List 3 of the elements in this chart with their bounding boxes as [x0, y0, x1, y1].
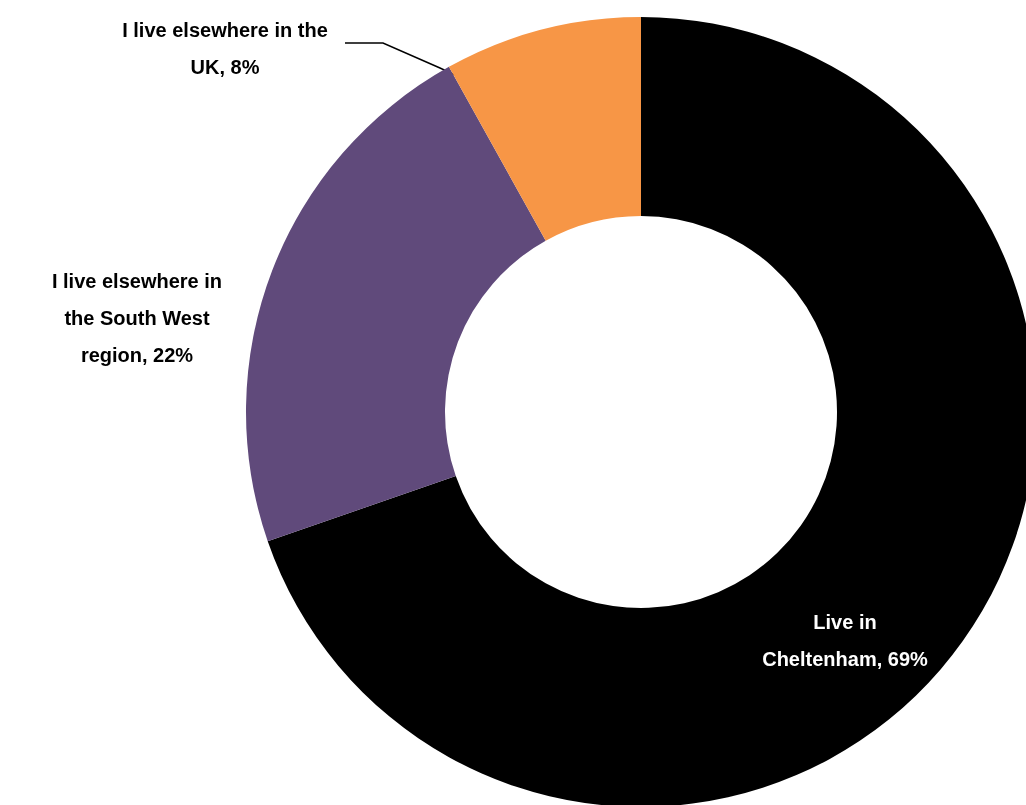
slice-label: Live in Cheltenham, 69% [762, 610, 929, 670]
slice-label: I live elsewhere in the South West region, 22% [51, 270, 223, 366]
slice-label: I live elsewhere in the UK, 8% [122, 18, 328, 78]
